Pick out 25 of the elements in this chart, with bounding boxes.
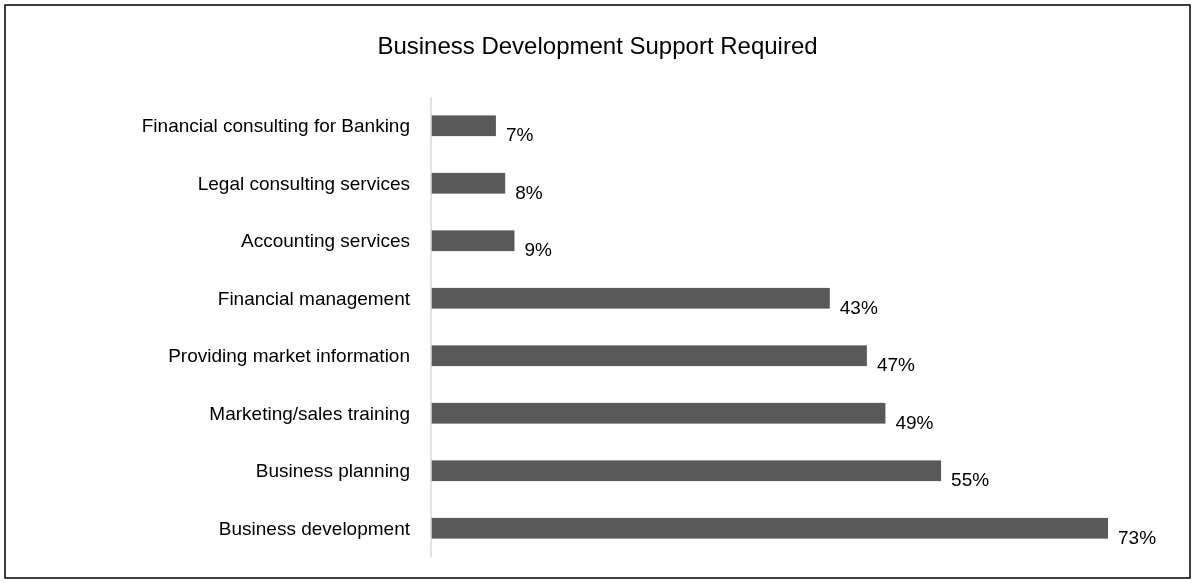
- y-tick-label: Accounting services: [241, 230, 410, 252]
- y-tick-label: Providing market information: [168, 345, 410, 367]
- data-label: 55%: [951, 469, 990, 491]
- bar: [431, 402, 886, 424]
- bar: [431, 517, 1108, 539]
- y-tick-label: Marketing/sales training: [209, 402, 410, 424]
- bar: [431, 287, 830, 309]
- chart-title: Business Development Support Required: [377, 32, 818, 59]
- data-label: 8%: [515, 181, 543, 203]
- y-tick-label: Business development: [218, 517, 411, 539]
- data-label: 73%: [1118, 526, 1157, 548]
- data-label: 9%: [524, 239, 553, 261]
- data-label: 49%: [895, 411, 934, 433]
- bar: [431, 172, 506, 194]
- data-label: 47%: [876, 354, 916, 376]
- data-label: 7%: [505, 124, 534, 146]
- y-tick-label: Legal consulting services: [197, 172, 410, 194]
- data-label: 43%: [839, 296, 878, 318]
- y-tick-label: Financial consulting for Banking: [141, 115, 410, 137]
- bar: [431, 230, 515, 252]
- bar: [431, 345, 867, 367]
- bar: [431, 115, 496, 137]
- y-tick-label: Financial management: [217, 287, 411, 309]
- bar: [431, 460, 942, 482]
- y-tick-label: Business planning: [255, 460, 410, 482]
